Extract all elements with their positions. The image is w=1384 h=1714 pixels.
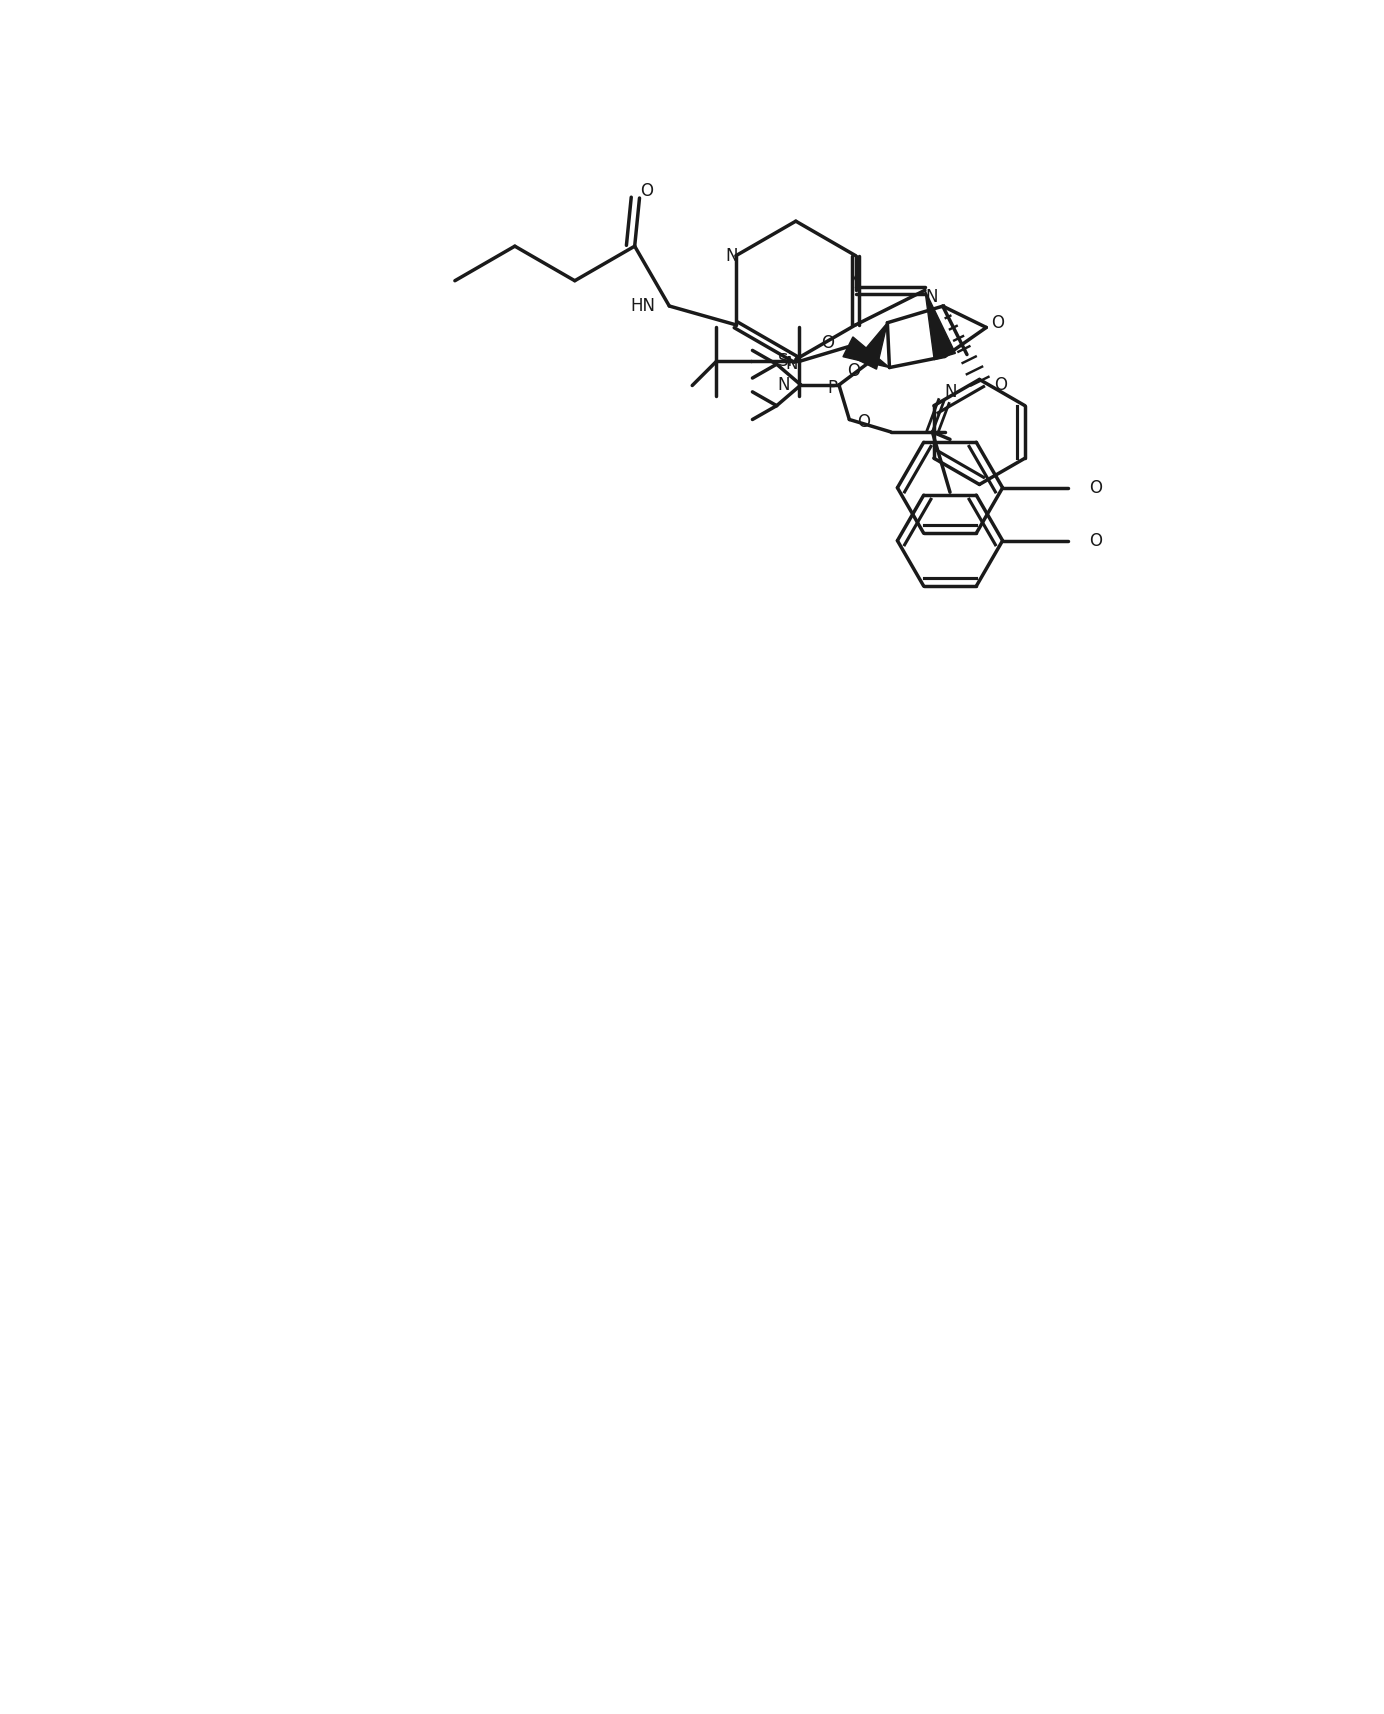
Polygon shape xyxy=(925,290,955,360)
Text: O: O xyxy=(994,377,1008,394)
Text: Si: Si xyxy=(778,353,793,370)
Text: O: O xyxy=(847,362,859,381)
Text: N: N xyxy=(926,288,938,307)
Text: O: O xyxy=(639,182,653,201)
Text: N: N xyxy=(944,382,956,401)
Text: O: O xyxy=(1089,531,1102,550)
Text: HN: HN xyxy=(631,297,656,315)
Polygon shape xyxy=(843,338,890,367)
Text: N: N xyxy=(725,247,738,264)
Text: P: P xyxy=(828,379,837,396)
Text: O: O xyxy=(821,334,835,351)
Text: N: N xyxy=(850,274,862,293)
Text: N: N xyxy=(778,375,790,394)
Text: O: O xyxy=(857,413,869,432)
Text: O: O xyxy=(991,314,1003,333)
Text: N: N xyxy=(785,355,799,372)
Text: O: O xyxy=(1089,478,1102,497)
Polygon shape xyxy=(857,322,887,369)
